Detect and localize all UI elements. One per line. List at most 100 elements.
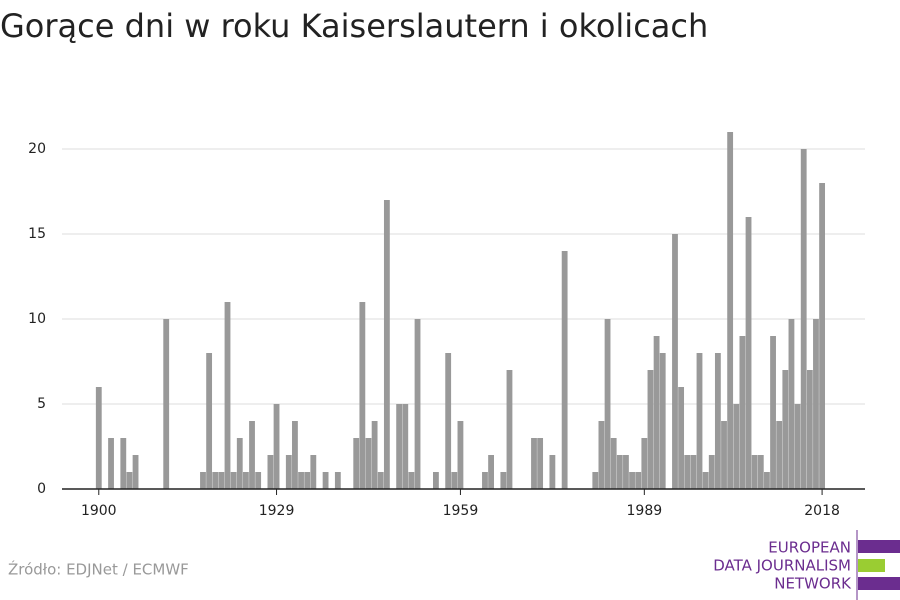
x-tick-label: 1929 bbox=[259, 503, 295, 519]
bar bbox=[714, 353, 721, 489]
bar bbox=[727, 132, 734, 489]
bar bbox=[242, 472, 249, 489]
bar bbox=[108, 438, 114, 489]
x-tick-label: 2018 bbox=[804, 503, 840, 519]
bar bbox=[414, 319, 421, 489]
y-tick-label: 10 bbox=[28, 311, 46, 327]
bar bbox=[206, 353, 213, 489]
bar bbox=[721, 421, 727, 489]
bar bbox=[488, 455, 494, 489]
bar bbox=[678, 387, 685, 489]
y-tick-label: 5 bbox=[37, 396, 46, 412]
bar bbox=[230, 472, 237, 489]
bar bbox=[322, 472, 329, 489]
bar bbox=[267, 455, 274, 489]
bar bbox=[359, 302, 366, 489]
source: Źródło: EDJNet / ECMWF bbox=[8, 560, 189, 579]
bar bbox=[433, 472, 439, 489]
bar bbox=[733, 404, 740, 489]
logo-text: DATA JOURNALISM bbox=[713, 557, 851, 575]
bar bbox=[163, 319, 170, 489]
logo-bar bbox=[858, 559, 885, 572]
bar bbox=[616, 455, 623, 489]
bar bbox=[132, 455, 139, 489]
bar bbox=[653, 336, 660, 489]
bar bbox=[255, 472, 262, 489]
bar bbox=[292, 421, 298, 489]
y-tick-label: 15 bbox=[28, 226, 46, 242]
bar bbox=[782, 370, 789, 489]
bar bbox=[218, 472, 225, 489]
bar bbox=[806, 370, 813, 489]
bar bbox=[745, 217, 752, 489]
bar bbox=[285, 455, 292, 489]
bar bbox=[690, 455, 697, 489]
bar bbox=[537, 438, 544, 489]
y-tick-label: 20 bbox=[28, 141, 46, 157]
bar bbox=[224, 302, 231, 489]
x-tick-label: 1989 bbox=[627, 503, 663, 519]
bar bbox=[334, 472, 341, 489]
bar bbox=[402, 404, 409, 489]
bar bbox=[635, 472, 642, 489]
bar bbox=[819, 183, 826, 489]
bar bbox=[304, 472, 311, 489]
bar bbox=[500, 472, 507, 489]
bar bbox=[739, 336, 746, 489]
logo-text: EUROPEAN bbox=[768, 539, 851, 557]
bar bbox=[451, 472, 458, 489]
bar bbox=[236, 438, 243, 489]
bar bbox=[396, 404, 403, 489]
logo-bar bbox=[858, 577, 900, 590]
bar bbox=[764, 472, 770, 489]
bar bbox=[298, 472, 304, 489]
bar bbox=[708, 455, 715, 489]
logo-bar bbox=[858, 540, 900, 553]
bar bbox=[641, 438, 648, 489]
bar bbox=[794, 404, 801, 489]
bar bbox=[95, 387, 102, 489]
bar bbox=[273, 404, 280, 489]
bar bbox=[383, 200, 390, 489]
bar bbox=[800, 149, 807, 489]
bar bbox=[120, 438, 127, 489]
bar bbox=[365, 438, 372, 489]
bar bbox=[592, 472, 599, 489]
bar bbox=[531, 438, 537, 489]
bar bbox=[310, 455, 317, 489]
chart-title: Gorące dni w roku Kaiserslautern i okoli… bbox=[0, 7, 708, 45]
bar bbox=[249, 421, 255, 489]
bar bbox=[445, 353, 452, 489]
x-tick-label: 1959 bbox=[443, 503, 479, 519]
x-tick-label: 1900 bbox=[81, 503, 117, 519]
bar bbox=[482, 472, 488, 489]
bar bbox=[353, 438, 360, 489]
bar bbox=[813, 319, 819, 489]
bar bbox=[659, 353, 666, 489]
bar bbox=[776, 421, 783, 489]
bar bbox=[126, 472, 133, 489]
bar bbox=[751, 455, 758, 489]
bar bbox=[377, 472, 384, 489]
bar bbox=[629, 472, 635, 489]
bar bbox=[457, 421, 464, 489]
bar bbox=[672, 234, 678, 489]
bar bbox=[788, 319, 795, 489]
bar bbox=[770, 336, 776, 489]
bar bbox=[561, 251, 568, 489]
bar bbox=[506, 370, 513, 489]
bar bbox=[757, 455, 764, 489]
bar bbox=[598, 421, 605, 489]
bar bbox=[408, 472, 415, 489]
bar bbox=[610, 438, 617, 489]
bar bbox=[623, 455, 629, 489]
bar bbox=[647, 370, 654, 489]
y-tick-label: 0 bbox=[37, 481, 46, 497]
bar bbox=[200, 472, 206, 489]
bar bbox=[212, 472, 219, 489]
bar bbox=[702, 472, 709, 489]
bar bbox=[696, 353, 703, 489]
bar bbox=[684, 455, 691, 489]
bar bbox=[371, 421, 378, 489]
